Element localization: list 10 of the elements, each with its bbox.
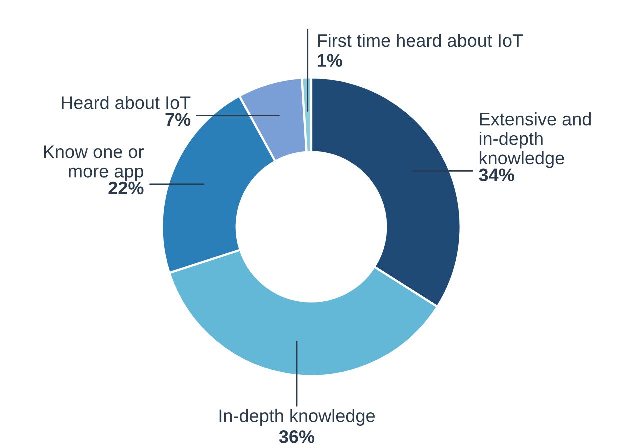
slice-label: Extensive and in-depth knowledge xyxy=(480,112,592,168)
slice-label: Know one or more app xyxy=(44,146,144,182)
data-label: 7% xyxy=(166,113,191,126)
data-label: 1% xyxy=(318,54,342,67)
data-label: 22% xyxy=(108,182,144,195)
slice-label: First time heard about IoT xyxy=(318,34,524,48)
slice-label: In-depth knowledge xyxy=(220,409,375,426)
data-label: 36% xyxy=(279,430,315,444)
data-label: 34% xyxy=(479,168,514,182)
slice-label: Heard about IoT xyxy=(62,96,191,110)
